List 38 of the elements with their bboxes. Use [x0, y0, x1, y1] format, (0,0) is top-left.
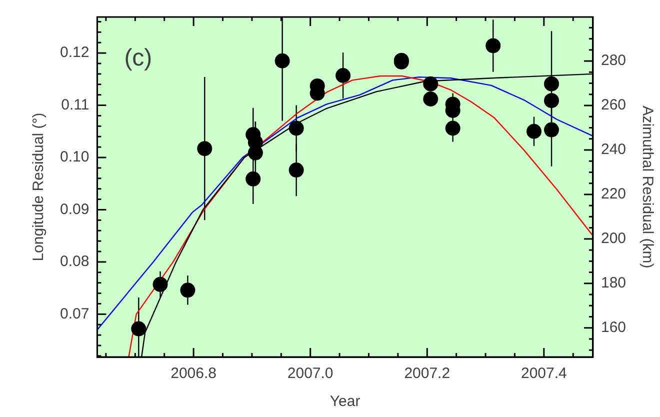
point: [486, 38, 501, 54]
x-axis-title: Year: [330, 393, 360, 410]
y2-tick-label: 260: [600, 96, 626, 114]
point: [131, 321, 146, 336]
y-tick-label: 0.09: [60, 200, 90, 218]
point: [544, 122, 560, 138]
point: [336, 68, 351, 83]
point: [544, 76, 560, 92]
point: [180, 282, 196, 298]
y2-tick-label: 240: [600, 141, 626, 158]
y2-tick-label: 180: [600, 274, 626, 292]
y2-tick-label: 200: [600, 230, 626, 248]
y-tick-label: 0.12: [60, 44, 90, 62]
y-tick-label: 0.08: [60, 253, 90, 270]
point: [288, 162, 304, 178]
x-tick-label: 2007.4: [520, 365, 567, 382]
point: [246, 171, 261, 186]
x-tick-label: 2007.2: [404, 365, 450, 382]
point: [526, 124, 542, 139]
point: [544, 93, 560, 108]
y-tick-label: 0.11: [61, 96, 90, 114]
point: [197, 141, 212, 156]
point: [423, 76, 438, 92]
y2-tick-label: 280: [600, 52, 626, 70]
point: [445, 120, 460, 136]
annotation: (c): [124, 44, 152, 72]
x-tick-label: 2007.0: [287, 365, 334, 382]
y-axis-title: Longitude Residual (°): [30, 112, 48, 262]
point: [423, 91, 438, 106]
y2-tick-label: 160: [600, 319, 626, 336]
y2-axis-title: Azimuthal Residual (km): [638, 106, 656, 268]
y2-tick-label: 220: [600, 186, 626, 203]
y-tick-label: 0.07: [60, 305, 90, 322]
point: [288, 120, 304, 136]
x-tick-label: 2006.8: [170, 365, 216, 382]
point: [152, 276, 168, 292]
point: [274, 53, 290, 68]
y-tick-label: 0.10: [60, 148, 90, 166]
